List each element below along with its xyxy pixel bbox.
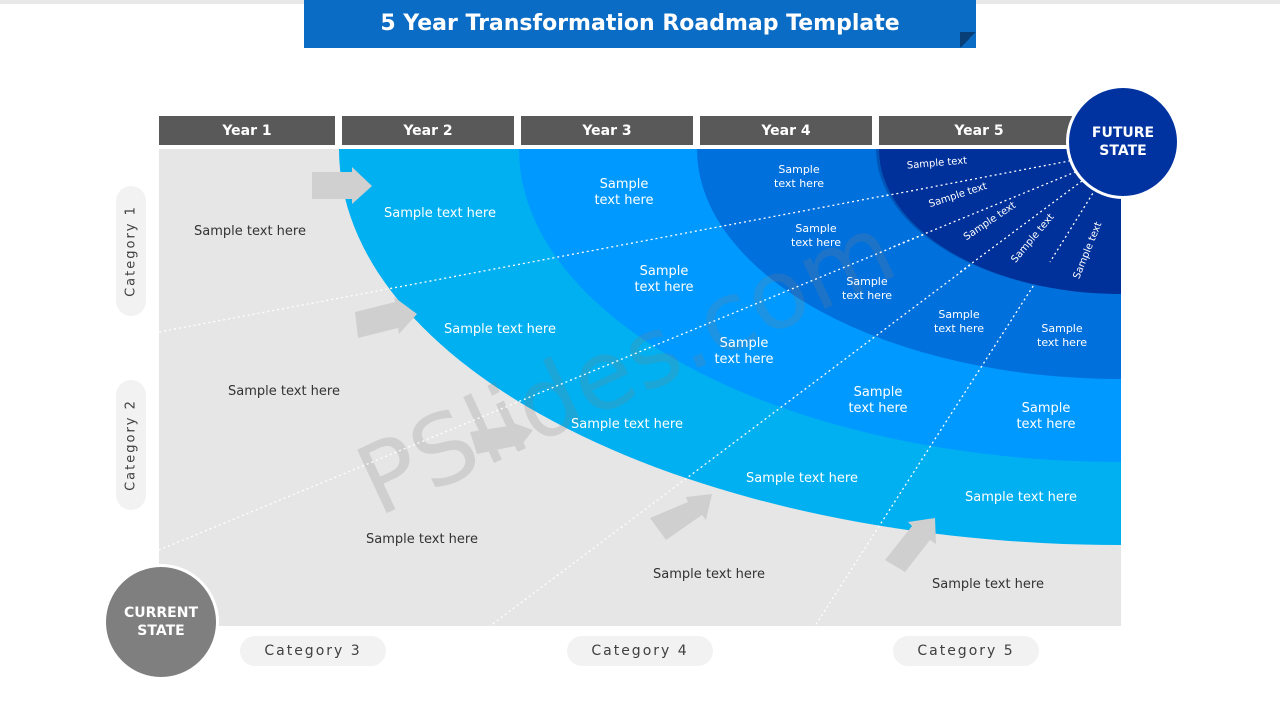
category-2-pill: Category 2 [116,380,146,510]
year-tab-1: Year 1 [159,116,335,145]
future-state-circle: FUTURE STATE [1066,85,1180,199]
title-banner: 5 Year Transformation Roadmap Template [304,0,976,48]
category-1-pill: Category 1 [116,186,146,316]
category-3-pill: Category 3 [240,636,386,666]
year-tab-2: Year 2 [342,116,514,145]
category-2-label: Category 2 [123,399,139,491]
category-5-pill: Category 5 [893,636,1039,666]
year-tab-5: Year 5 [879,116,1079,145]
current-state-circle: CURRENT STATE [103,564,219,680]
future-state-label: FUTURE STATE [1091,125,1155,159]
page-title: 5 Year Transformation Roadmap Template [380,11,900,36]
category-4-pill: Category 4 [567,636,713,666]
category-1-label: Category 1 [123,205,139,297]
progress-arrows [312,167,936,572]
year-tab-3: Year 3 [521,116,693,145]
year-tab-4: Year 4 [700,116,872,145]
current-state-label: CURRENT STATE [123,605,199,639]
banner-fold [960,32,976,48]
band-5-core [879,149,1121,294]
